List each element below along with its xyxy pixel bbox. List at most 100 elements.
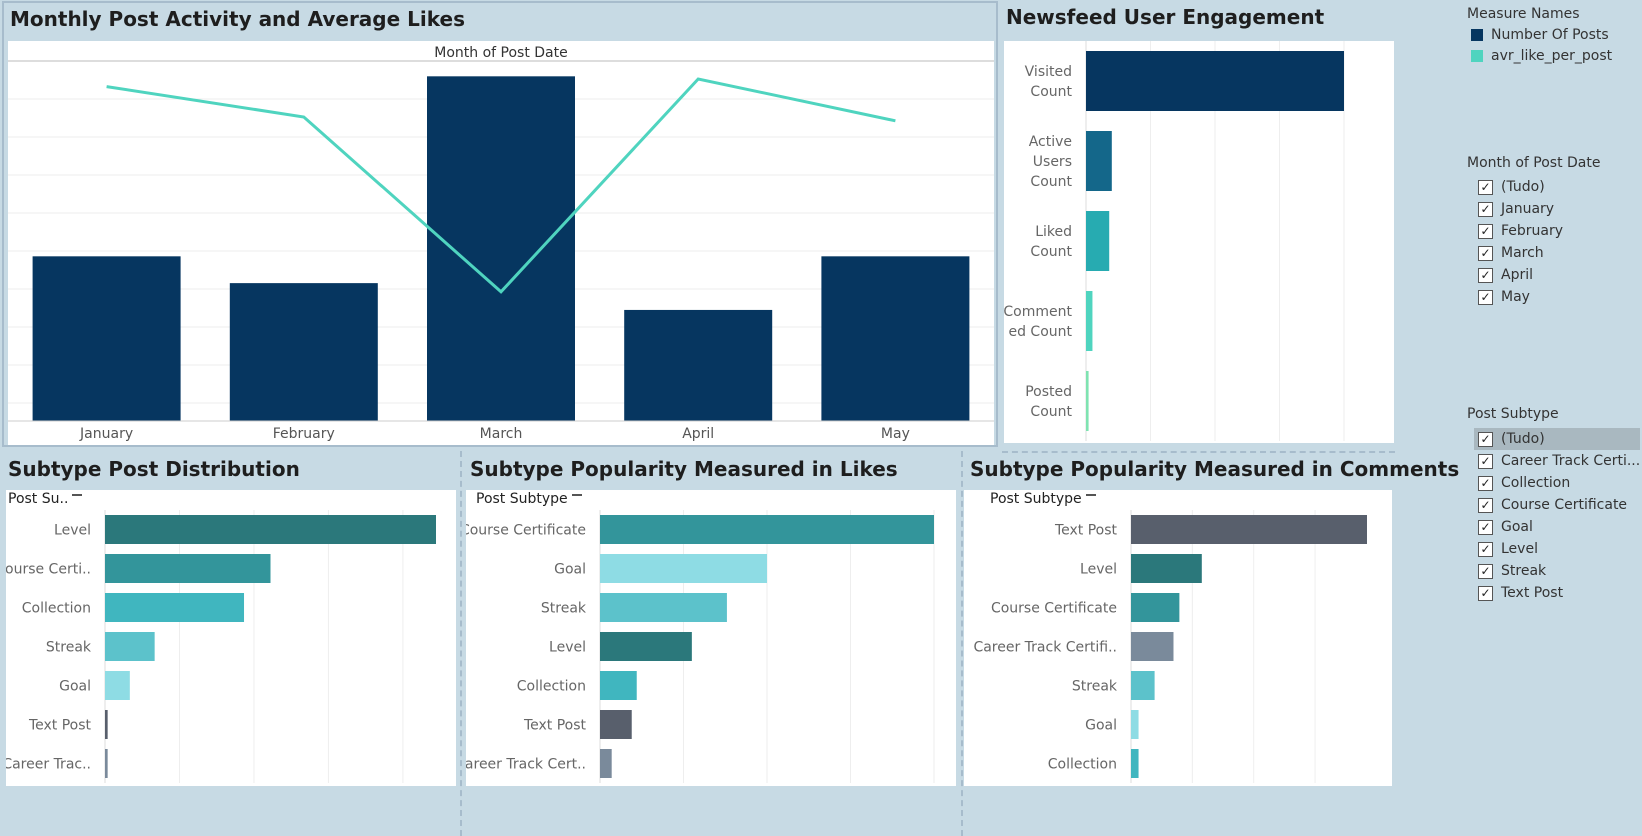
monthly-panel: Monthly Post Activity and Average Likes … xyxy=(2,1,998,447)
legend-label: avr_like_per_post xyxy=(1491,48,1613,64)
distribution-plot-area: Post Su.. Level Course Certi.. Collection S… xyxy=(0,490,456,786)
category-label: Collection xyxy=(1048,757,1117,773)
filter-option-february[interactable]: ✓ February xyxy=(1474,220,1640,242)
likes-panel: Subtype Popularity Measured in Likes Pos… xyxy=(455,451,958,836)
category-label: Career Track Certifi.. xyxy=(973,640,1117,656)
divider xyxy=(1002,451,1395,453)
category-label: Text Post xyxy=(1054,523,1118,539)
distribution-panel: Subtype Post Distribution Post Su.. Leve… xyxy=(0,451,458,836)
filter-option-tudo[interactable]: ✓ (Tudo) xyxy=(1474,176,1640,198)
subtype-filter-title: Post Subtype xyxy=(1467,406,1559,422)
bar-course-certi xyxy=(105,554,271,583)
filter-option-label: Career Track Certi... xyxy=(1501,453,1640,469)
checkbox-checked-icon[interactable]: ✓ xyxy=(1478,519,1493,535)
category-label: Level xyxy=(549,640,586,656)
legend-item-posts[interactable]: Number Of Posts xyxy=(1471,27,1609,43)
filter-option-label: Streak xyxy=(1501,563,1547,579)
month-filter-title: Month of Post Date xyxy=(1467,155,1601,171)
category-label: Level xyxy=(54,523,91,539)
category-label: Active Users Count xyxy=(1029,134,1073,190)
bar-career-track-certifi xyxy=(1131,632,1174,661)
comments-plot-area: Post Subtype Text Post Level Course Certif… xyxy=(964,490,1392,786)
bar-february xyxy=(229,283,378,421)
checkbox-checked-icon[interactable]: ✓ xyxy=(1478,563,1493,579)
bar-course-certificate xyxy=(1131,593,1180,622)
filter-option-label: Goal xyxy=(1501,519,1533,535)
bar-level xyxy=(600,632,692,661)
likes-header-label: Post Subtype xyxy=(476,491,568,507)
legend-label: Number Of Posts xyxy=(1491,27,1609,43)
comments-header-label: Post Subtype xyxy=(990,491,1082,507)
filter-option-career-track-certi[interactable]: ✓ Career Track Certi... xyxy=(1474,450,1640,472)
filter-option-level[interactable]: ✓ Level xyxy=(1474,538,1640,560)
filter-option-collection[interactable]: ✓ Collection xyxy=(1474,472,1640,494)
filter-option-label: April xyxy=(1501,267,1533,283)
checkbox-checked-icon[interactable]: ✓ xyxy=(1478,201,1493,217)
checkbox-checked-icon[interactable]: ✓ xyxy=(1478,267,1493,283)
chart-header: Month of Post Date xyxy=(434,45,567,61)
filter-option-goal[interactable]: ✓ Goal xyxy=(1474,516,1640,538)
category-label: Text Post xyxy=(523,718,587,734)
filter-option-course-certificate[interactable]: ✓ Course Certificate xyxy=(1474,494,1640,516)
category-label: Course Certificate xyxy=(466,523,586,539)
checkbox-checked-icon[interactable]: ✓ xyxy=(1478,475,1493,491)
category-label: Goal xyxy=(1085,718,1117,734)
legend-swatch-posts xyxy=(1471,29,1483,41)
category-label: Visited Count xyxy=(1025,64,1073,100)
engagement-plot-area: Visited Count Active Users Count Liked Count Co… xyxy=(1003,41,1394,443)
checkbox-checked-icon[interactable]: ✓ xyxy=(1478,245,1493,261)
category-label: Goal xyxy=(59,679,91,695)
comments-sort-header[interactable]: Post Subtype xyxy=(990,491,1096,507)
checkbox-checked-icon[interactable]: ✓ xyxy=(1478,289,1493,305)
sort-icon[interactable] xyxy=(72,494,83,504)
category-label: Streak xyxy=(1072,679,1118,695)
filter-option-january[interactable]: ✓ January xyxy=(1474,198,1640,220)
checkbox-checked-icon[interactable]: ✓ xyxy=(1478,541,1493,557)
likes-sort-header[interactable]: Post Subtype xyxy=(476,491,582,507)
bar-career-trac xyxy=(105,749,108,778)
category-label: Streak xyxy=(541,601,587,617)
bar-posted-count xyxy=(1086,371,1089,431)
filter-option-text-post[interactable]: ✓ Text Post xyxy=(1474,582,1640,604)
legend-title: Measure Names xyxy=(1467,6,1580,22)
bar-april xyxy=(624,309,773,421)
engagement-panel: Newsfeed User Engagement Visited Count Act… xyxy=(1000,1,1394,447)
filter-option-march[interactable]: ✓ March xyxy=(1474,242,1640,264)
bar-liked-count xyxy=(1086,211,1110,271)
filter-option-label: Course Certificate xyxy=(1501,497,1628,513)
bar-comment-ed-count xyxy=(1086,291,1093,351)
bar-goal xyxy=(1131,710,1139,739)
category-label: Career Trac.. xyxy=(6,757,91,773)
bar-text-post xyxy=(105,710,108,739)
filter-option-tudo[interactable]: ✓ (Tudo) xyxy=(1474,428,1640,450)
comments-title: Subtype Popularity Measured in Comments xyxy=(970,457,1460,481)
checkbox-checked-icon[interactable]: ✓ xyxy=(1478,223,1493,239)
sort-icon[interactable] xyxy=(1085,494,1096,504)
filter-option-streak[interactable]: ✓ Streak xyxy=(1474,560,1640,582)
legend-item-likes[interactable]: avr_like_per_post xyxy=(1471,48,1612,64)
checkbox-checked-icon[interactable]: ✓ xyxy=(1478,431,1493,447)
legend-swatch-likes xyxy=(1471,50,1483,62)
filter-option-label: February xyxy=(1501,223,1564,239)
category-label: Course Certificate xyxy=(991,601,1117,617)
distribution-sort-header[interactable]: Post Su.. xyxy=(8,491,83,507)
filter-option-label: May xyxy=(1501,289,1530,305)
x-tick-label: January xyxy=(79,426,133,442)
engagement-chart: Visited Count Active Users Count Liked Count Co… xyxy=(1003,41,1345,441)
filter-option-label: Collection xyxy=(1501,475,1571,491)
filter-option-april[interactable]: ✓ April xyxy=(1474,264,1640,286)
x-tick-label: April xyxy=(682,426,714,442)
sort-icon[interactable] xyxy=(571,494,582,504)
category-label: Collection xyxy=(517,679,586,695)
engagement-title: Newsfeed User Engagement xyxy=(1006,5,1325,29)
checkbox-checked-icon[interactable]: ✓ xyxy=(1478,497,1493,513)
checkbox-checked-icon[interactable]: ✓ xyxy=(1478,453,1493,469)
checkbox-checked-icon[interactable]: ✓ xyxy=(1478,585,1493,601)
bar-visited-count xyxy=(1086,51,1344,111)
bar-text-post xyxy=(1131,515,1367,544)
divider xyxy=(460,451,462,836)
bar-streak xyxy=(600,593,727,622)
filter-option-may[interactable]: ✓ May xyxy=(1474,286,1640,308)
category-label: Goal xyxy=(554,562,586,578)
checkbox-checked-icon[interactable]: ✓ xyxy=(1478,179,1493,195)
